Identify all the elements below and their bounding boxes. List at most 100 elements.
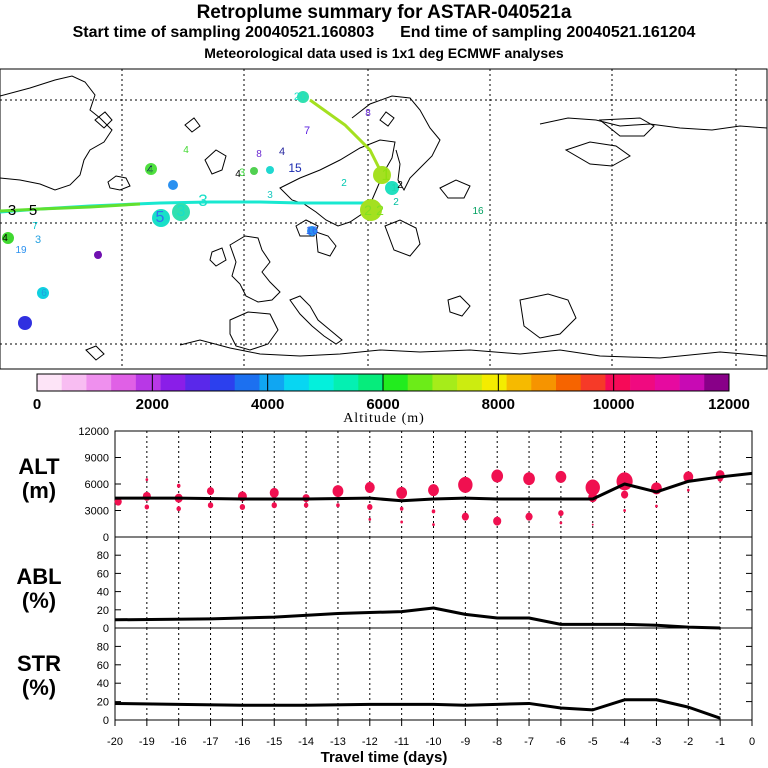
map-label: 7 [32, 221, 38, 232]
cluster-circle [152, 209, 170, 227]
cluster-circle [297, 91, 309, 103]
colorbar-swatch [605, 374, 631, 391]
cluster-circle [37, 287, 49, 299]
colorbar-swatch [506, 374, 532, 391]
end-time-label: End time of sampling 20040521.161204 [400, 24, 696, 41]
map-label: 19 [15, 245, 27, 256]
map-label: 3 [267, 190, 273, 201]
colorbar-swatch [407, 374, 433, 391]
map-graticule [0, 69, 767, 369]
colorbar-swatch [160, 374, 186, 391]
map-label: 8 [365, 108, 371, 119]
met-data-label: Meteorological data used is 1x1 deg ECMW… [204, 45, 564, 61]
map-label: 3 [239, 167, 245, 179]
altitude-colorbar [36, 373, 730, 392]
cluster-circle [373, 166, 391, 184]
map-label: 2 [393, 197, 399, 208]
cluster-circle [172, 203, 190, 221]
colorbar-swatch [457, 374, 483, 391]
colorbar-swatch [654, 374, 680, 391]
start-time-label: Start time of sampling 20040521.160803 [72, 24, 375, 41]
map-label: 4 [147, 164, 153, 176]
map-label: 5 [29, 202, 37, 219]
alt-panel-label: ALT (m) [18, 454, 60, 503]
map-label: 7 [304, 125, 310, 137]
chart-title: Retroplume summary for ASTAR-040521a [196, 2, 572, 23]
map-label: 5 [156, 209, 165, 226]
colorbar-swatch [86, 374, 112, 391]
map-label: 16 [472, 206, 484, 217]
sampling-times: Start time of sampling 20040521.160803 En… [0, 24, 768, 42]
colorbar-tick-label: 6000 [366, 396, 400, 413]
map-label: 15 [288, 161, 302, 175]
cluster-circle [250, 167, 258, 175]
colorbar-tick-label: 8000 [481, 396, 516, 413]
colorbar-swatch [234, 374, 260, 391]
colorbar-swatch [333, 374, 359, 391]
colorbar-tick-label: 2000 [135, 396, 170, 413]
colorbar-swatch [111, 374, 137, 391]
map-label: 3 [198, 191, 207, 210]
map-label: 3 [177, 203, 186, 220]
map-label: 3 [35, 234, 41, 246]
colorbar-swatch [481, 374, 507, 391]
coastlines [0, 75, 768, 361]
colorbar-title: Altitude (m) [343, 411, 425, 426]
colorbar-swatch [531, 374, 557, 391]
map-label: 8 [256, 149, 262, 160]
colorbar-swatch [185, 374, 211, 391]
colorbar-swatch [383, 374, 409, 391]
colorbar-swatch [358, 374, 384, 391]
trajectory-green [0, 202, 141, 213]
abl-panel-label: ABL (%) [16, 564, 62, 613]
map-frame [0, 68, 768, 370]
cluster-circle [2, 232, 14, 244]
colorbar-tick-label: 10000 [592, 396, 635, 413]
map-label: 4 [147, 166, 153, 177]
map-label: 2 [397, 180, 403, 191]
cluster-circle [168, 180, 178, 190]
map-label: 3 [8, 202, 16, 219]
colorbar-tick-label: 4000 [250, 396, 285, 413]
colorbar-swatch [580, 374, 606, 391]
x-axis-label: Travel time (days) [320, 749, 448, 766]
map-label: 1 [382, 167, 391, 184]
colorbar-swatch [210, 374, 236, 391]
colorbar-swatch [704, 374, 730, 391]
cluster-circle [18, 316, 32, 330]
map-label: 2 [364, 202, 372, 218]
colorbar-tick-label: 12000 [708, 396, 750, 413]
map-label: 2 [376, 202, 384, 218]
map-label: 2 [341, 178, 347, 189]
colorbar-swatch [679, 374, 705, 391]
trajectory-yellowgreen [309, 98, 384, 175]
cluster-circle [385, 181, 399, 195]
colorbar-swatch [259, 374, 285, 391]
map-label: 4 [235, 169, 241, 180]
map-label: 4 [183, 145, 189, 156]
cluster-circle [266, 166, 274, 174]
cluster-circle [145, 163, 157, 175]
map-label: 6 [96, 250, 102, 261]
colorbar-swatch [556, 374, 582, 391]
colorbar-swatch [308, 374, 334, 391]
cluster-circle [94, 251, 102, 259]
map-label: 20 [294, 91, 306, 103]
colorbar-swatch [135, 374, 161, 391]
map-label: 4 [2, 233, 8, 244]
map-label: 6 [41, 288, 47, 299]
str-panel-label: STR (%) [17, 651, 61, 700]
trajectory-clusters [2, 91, 399, 330]
map-label: 4 [279, 146, 285, 158]
map-label: 16 [306, 225, 318, 237]
map-label: 1 [391, 183, 397, 194]
colorbar-tick-label: 0 [32, 396, 42, 413]
colorbar-swatch [284, 374, 310, 391]
colorbar-swatch [432, 374, 458, 391]
colorbar-swatch [630, 374, 656, 391]
colorbar-swatch [37, 374, 63, 391]
cluster-circle [307, 226, 317, 236]
colorbar-swatch [61, 374, 87, 391]
